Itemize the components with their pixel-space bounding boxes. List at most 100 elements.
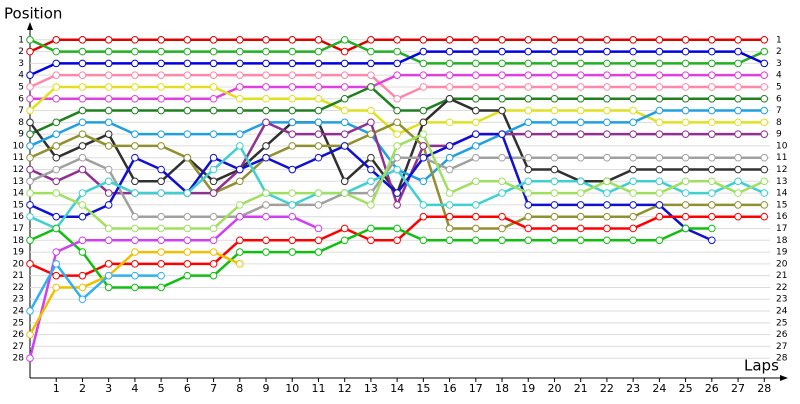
point — [576, 118, 585, 127]
point — [235, 71, 244, 79]
y-tick-label: 25 — [13, 318, 24, 328]
point — [104, 177, 113, 186]
point — [603, 59, 611, 68]
y-tick-label: 20 — [13, 259, 25, 269]
y-tick-label: 7 — [18, 106, 24, 116]
y-tick-label-right: 18 — [776, 236, 788, 246]
point — [26, 153, 34, 162]
y-tick-label: 27 — [13, 342, 24, 352]
point — [78, 142, 87, 150]
point — [131, 94, 139, 103]
point — [78, 130, 87, 138]
point — [314, 224, 323, 233]
point — [734, 130, 742, 138]
point — [235, 260, 244, 268]
point — [52, 248, 61, 256]
point — [603, 236, 611, 245]
point — [26, 330, 34, 339]
point — [262, 71, 270, 79]
point — [603, 83, 611, 91]
point — [104, 189, 113, 197]
point — [760, 118, 769, 127]
point — [314, 94, 323, 103]
point — [340, 177, 349, 186]
point — [708, 189, 716, 197]
x-axis-arrow — [780, 375, 788, 381]
point — [367, 47, 375, 56]
point — [550, 201, 559, 209]
x-tick-label: 18 — [495, 382, 509, 395]
point — [26, 354, 34, 363]
point — [340, 236, 349, 245]
point — [288, 59, 297, 68]
point — [131, 260, 139, 268]
point — [52, 153, 61, 162]
point — [52, 118, 61, 127]
point — [419, 142, 428, 150]
x-tick-label: 3 — [105, 382, 112, 395]
point — [445, 83, 454, 91]
point — [655, 47, 664, 56]
x-tick-label: 8 — [236, 382, 243, 395]
point — [393, 130, 401, 138]
point — [760, 189, 769, 197]
point — [445, 236, 454, 245]
point — [314, 248, 323, 256]
point — [760, 106, 769, 115]
point — [340, 47, 349, 56]
point — [524, 212, 533, 221]
point — [288, 248, 297, 256]
point — [183, 224, 192, 233]
y-tick-label-right: 27 — [776, 342, 787, 352]
y-tick-label: 11 — [13, 153, 24, 163]
point — [576, 153, 585, 162]
point — [550, 118, 559, 127]
y-tick-label: 4 — [18, 71, 24, 81]
point — [26, 201, 34, 209]
point — [524, 130, 533, 138]
point — [603, 224, 611, 233]
series-line — [28, 215, 319, 359]
point — [681, 35, 690, 44]
point — [498, 236, 506, 245]
point — [393, 153, 401, 162]
point — [708, 35, 716, 44]
point — [314, 236, 323, 245]
point — [157, 142, 165, 150]
point — [498, 189, 506, 197]
point — [157, 283, 165, 292]
point — [708, 201, 716, 209]
point — [419, 118, 428, 127]
point — [445, 118, 454, 127]
x-tick-label: 24 — [652, 382, 666, 395]
y-tick-label: 5 — [18, 82, 24, 92]
point — [183, 271, 192, 280]
point — [550, 59, 559, 68]
point — [708, 106, 716, 115]
point — [393, 71, 401, 79]
point — [498, 83, 506, 91]
point — [524, 165, 533, 174]
x-tick-label: 2 — [79, 382, 86, 395]
point — [104, 94, 113, 103]
point — [760, 59, 769, 68]
point — [708, 224, 716, 233]
point — [262, 236, 270, 245]
point — [157, 165, 165, 174]
point — [52, 165, 61, 174]
point — [708, 130, 716, 138]
point — [524, 201, 533, 209]
point — [78, 47, 87, 56]
point — [708, 47, 716, 56]
x-tick-label: 9 — [263, 382, 270, 395]
point — [78, 248, 87, 256]
y-tick-label: 28 — [13, 354, 25, 364]
point — [262, 47, 270, 56]
point — [262, 212, 270, 221]
point — [655, 177, 664, 186]
y-tick-label: 23 — [13, 295, 24, 305]
point — [314, 71, 323, 79]
point — [681, 201, 690, 209]
point — [209, 106, 218, 115]
